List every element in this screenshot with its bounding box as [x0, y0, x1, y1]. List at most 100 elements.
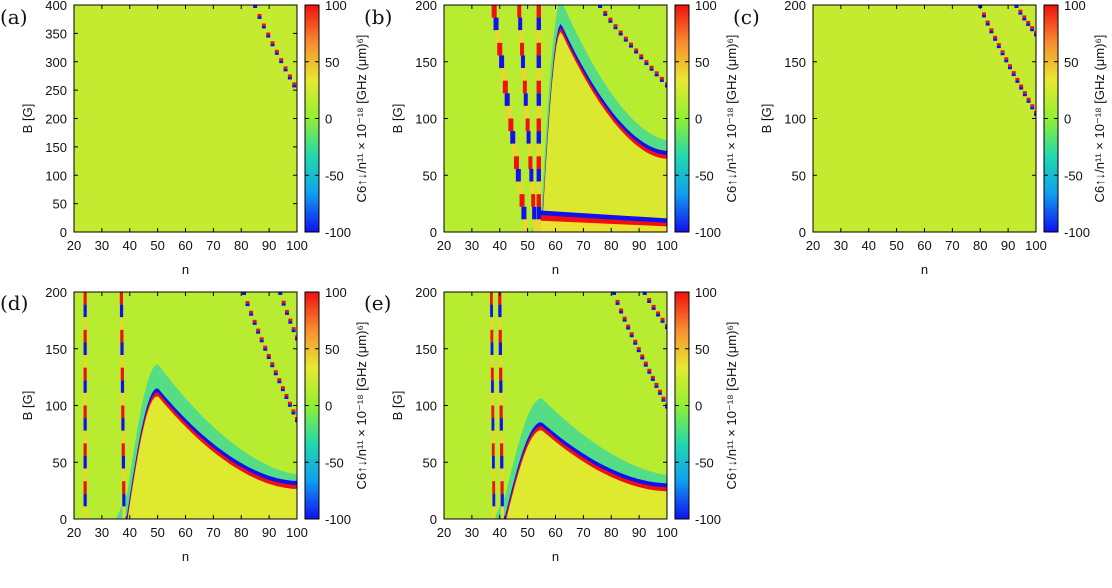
x-tick-label: 100 [656, 238, 678, 253]
resonance-mark-negative [644, 62, 649, 66]
resonance-mark-positive [608, 17, 613, 21]
resonance-mark-negative [623, 39, 628, 42]
resonance-mark-positive [1034, 31, 1036, 34]
resonance-stripe [491, 430, 495, 444]
resonance-stripe [517, 5, 522, 18]
x-tick-label: 60 [917, 238, 931, 253]
resonance-mark-positive [993, 35, 998, 39]
resonance-mark-negative [279, 60, 284, 64]
y-tick-label: 100 [45, 399, 67, 414]
x-tick-label: 80 [973, 238, 987, 253]
resonance-mark-positive [985, 20, 990, 24]
resonance-mark-positive [266, 354, 271, 357]
x-tick-label: 90 [1001, 238, 1015, 253]
resonance-mark-positive [618, 30, 623, 34]
resonance-mark-positive [640, 354, 645, 357]
resonance-mark-negative [660, 320, 665, 323]
resonance-stripe [536, 105, 541, 119]
colorbar-tick-label: -100 [695, 512, 721, 527]
resonance-mark-negative [1019, 87, 1024, 90]
resonance-mark-negative [1034, 113, 1036, 116]
resonance-mark-positive [643, 361, 648, 365]
resonance-mark-negative [612, 292, 617, 295]
resonance-mark-negative [1026, 23, 1031, 26]
resonance-mark-positive [654, 71, 659, 74]
y-tick-label: 150 [415, 55, 437, 70]
x-tick-label: 70 [576, 238, 590, 253]
colorbar-tick-label: 100 [1064, 0, 1086, 13]
resonance-stripe [83, 405, 87, 419]
resonance-stripe [536, 131, 541, 144]
heatmap-area [444, 292, 667, 519]
resonance-stripe [83, 304, 87, 318]
resonance-mark-positive [259, 337, 264, 340]
resonance-mark-negative [985, 23, 990, 26]
y-tick-label: 200 [45, 112, 67, 127]
resonance-mark-positive [665, 82, 667, 85]
x-tick-label: 50 [150, 525, 164, 540]
resonance-stripe [500, 468, 504, 482]
resonance-mark-positive [252, 319, 257, 323]
lobe-interior [506, 430, 667, 519]
resonance-mark-positive [266, 32, 271, 36]
resonance-mark-positive [1011, 71, 1016, 74]
resonance-mark-negative [993, 38, 998, 41]
resonance-stripe [83, 380, 87, 393]
resonance-stripe [491, 380, 494, 393]
x-tick-label: 40 [493, 238, 507, 253]
resonance-stripe [492, 506, 496, 519]
colorbar-label: C6↑↓/n¹¹ × 10⁻¹⁸ [GHz (μm)⁶] [354, 35, 369, 203]
y-tick-label: 150 [784, 55, 806, 70]
y-tick-label: 200 [45, 285, 67, 300]
resonance-stripe [121, 455, 126, 469]
resonance-mark-positive [1022, 15, 1027, 18]
y-tick-label: 250 [45, 83, 67, 98]
resonance-stripe [500, 481, 504, 494]
resonance-mark-positive [619, 308, 624, 312]
resonance-mark-negative [1018, 12, 1023, 15]
resonance-mark-negative [661, 399, 666, 402]
y-tick-label: 0 [60, 512, 67, 527]
resonance-mark-negative [657, 392, 662, 395]
resonance-mark-negative [287, 404, 292, 407]
resonance-mark-positive [1030, 104, 1035, 107]
resonance-stripe [536, 5, 541, 18]
resonance-mark-positive [996, 43, 1001, 46]
resonance-mark-positive [279, 58, 284, 61]
y-tick-label: 100 [415, 112, 437, 127]
resonance-stripe [536, 168, 541, 182]
panel-label: (e) [364, 291, 391, 315]
resonance-stripe [497, 42, 503, 56]
resonance-stripe [119, 304, 124, 318]
resonance-stripe [122, 506, 126, 519]
resonance-mark-positive [661, 396, 666, 400]
y-axis-label: B [G] [20, 104, 35, 134]
resonance-stripe [121, 405, 125, 419]
x-tick-label: 60 [178, 238, 192, 253]
resonance-stripe [83, 506, 87, 519]
resonance-mark-positive [647, 368, 652, 372]
resonance-mark-positive [1015, 77, 1020, 81]
resonance-stripe [120, 380, 125, 393]
resonance-stripe [536, 55, 541, 69]
resonance-stripe [121, 418, 125, 431]
x-tick-label: 30 [465, 238, 479, 253]
x-tick-label: 30 [465, 525, 479, 540]
resonance-stripe [498, 292, 502, 305]
colorbar-tick-label: 50 [325, 55, 339, 70]
resonance-stripe [120, 317, 124, 330]
heatmap-background [74, 5, 297, 232]
resonance-mark-negative [654, 73, 659, 77]
resonance-mark-negative [665, 406, 667, 409]
y-tick-label: 100 [415, 399, 437, 414]
resonance-mark-positive [644, 60, 649, 63]
colorbar-label: C6↑↓/n¹¹ × 10⁻¹⁸ [GHz (μm)⁶] [354, 322, 369, 490]
colorbar-tick-label: 0 [695, 399, 702, 414]
resonance-stripe [83, 455, 87, 469]
resonance-mark-positive [657, 389, 662, 393]
panel-2: 20 30 40 50 60 70 80 90 100 0 50 100 150 200 n B [G] (c)… [733, 0, 1107, 277]
x-tick-label: 90 [262, 525, 276, 540]
resonance-mark-negative [622, 319, 627, 322]
resonance-stripe [536, 194, 541, 207]
